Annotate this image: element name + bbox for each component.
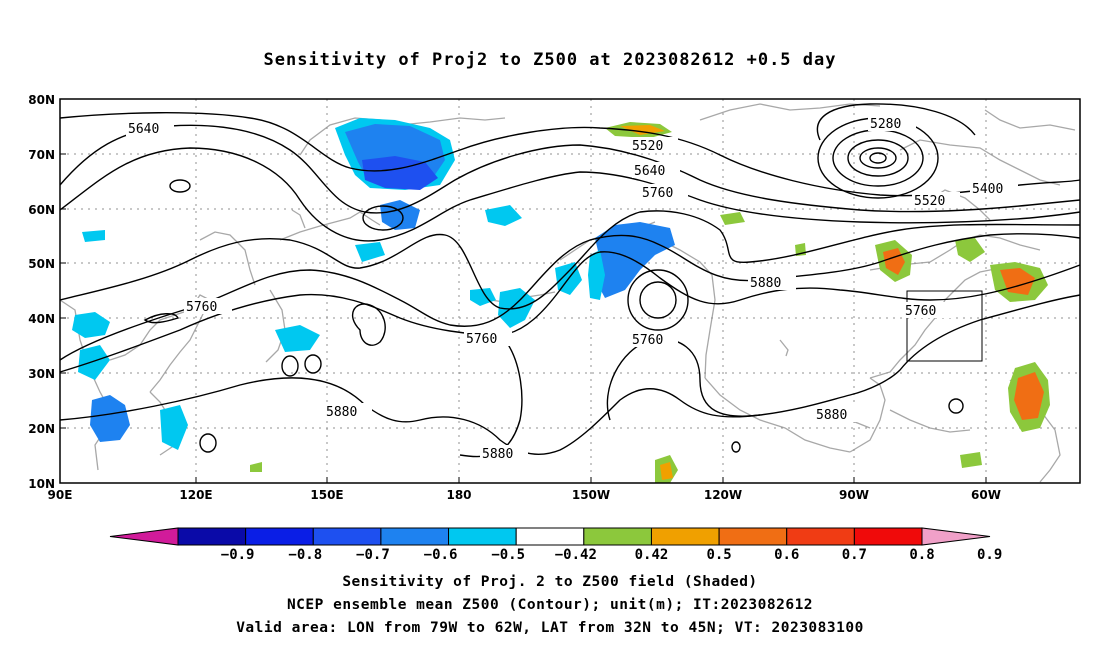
colorbar-tick-label: 0.42 — [635, 547, 669, 563]
map-panel: 5640 5520 5640 5760 5280 5400 5520 5760 … — [28, 93, 1081, 502]
colorbar: −0.9 −0.8 −0.7 −0.6 −0.5 −0.42 0.42 0.5 0.6 0.7 0.… — [109, 527, 1002, 563]
lat-label: 20N — [28, 422, 55, 436]
contour-label: 5760 — [905, 304, 936, 319]
contour-label: 5400 — [972, 182, 1003, 197]
positive-patch — [660, 462, 673, 480]
lat-label: 10N — [28, 477, 55, 491]
contour-label: 5880 — [482, 447, 513, 462]
positive-patch — [1014, 372, 1044, 420]
contour-label: 5760 — [186, 300, 217, 315]
colorbar-swatch — [786, 527, 855, 546]
contour-label: 5640 — [634, 164, 665, 179]
contour-label: 5880 — [326, 405, 357, 420]
colorbar-tick-label: −0.5 — [491, 547, 525, 563]
lon-label: 150E — [310, 488, 343, 502]
z500-contours — [59, 103, 1081, 458]
colorbar-swatch — [718, 527, 788, 546]
valid-area-box — [906, 290, 983, 362]
contour-label: 5640 — [128, 122, 159, 137]
map-frame — [59, 98, 1081, 484]
colorbar-tick-label: −0.8 — [288, 547, 322, 563]
negative-patch — [485, 205, 522, 226]
lon-label: 90W — [839, 488, 869, 502]
contour-label: 5880 — [750, 276, 781, 291]
lat-label: 50N — [28, 257, 55, 271]
lat-label: 70N — [28, 148, 55, 162]
contour-label: 5760 — [466, 332, 497, 347]
colorbar-swatch — [650, 527, 720, 546]
lon-label: 90E — [48, 488, 73, 502]
positive-patch — [955, 238, 985, 262]
contour-label: 5520 — [632, 139, 663, 154]
latitude-labels: 80N 70N 60N 50N 40N 30N 20N 10N — [28, 93, 55, 491]
contour-label: 5760 — [642, 186, 673, 201]
map-title: Sensitivity of Proj2 to Z500 at 20230826… — [263, 50, 837, 70]
contour-label: 5760 — [632, 333, 663, 348]
negative-patch — [78, 345, 110, 380]
lat-label: 80N — [28, 93, 55, 107]
contour-label: 5520 — [914, 194, 945, 209]
contour-label-group: 5640 5520 5640 5760 5280 5400 5520 5760 … — [126, 115, 1018, 462]
positive-patch — [960, 452, 982, 468]
longitude-labels: 90E 120E 150E 180 150W 120W 90W 60W — [48, 488, 1001, 502]
negative-patch — [82, 230, 105, 242]
colorbar-swatch — [853, 527, 923, 546]
lat-label: 30N — [28, 367, 55, 381]
colorbar-tick-label: −0.6 — [424, 547, 458, 563]
negative-patch — [90, 395, 130, 442]
negative-patch — [595, 222, 675, 298]
colorbar-tick-label: 0.7 — [842, 547, 867, 563]
colorbar-tick-label: 0.8 — [909, 547, 934, 563]
colorbar-swatch — [380, 527, 450, 546]
colorbar-swatch — [245, 527, 314, 546]
graticule — [60, 99, 1080, 483]
lon-label: 150W — [572, 488, 610, 502]
lon-label: 180 — [446, 488, 471, 502]
negative-patch — [362, 156, 438, 190]
colorbar-swatch — [448, 527, 517, 546]
colorbar-min-arrow — [109, 527, 179, 546]
contour-label: 5880 — [816, 408, 847, 423]
lon-label: 60W — [971, 488, 1001, 502]
colorbar-swatch — [583, 527, 652, 546]
colorbar-max-arrow — [921, 527, 991, 546]
colorbar-tick-label: 0.6 — [774, 547, 799, 563]
lat-label: 60N — [28, 203, 55, 217]
footer-line-2: NCEP ensemble mean Z500 (Contour); unit(… — [286, 597, 814, 613]
negative-patch — [160, 405, 188, 450]
positive-patch — [250, 462, 262, 472]
colorbar-swatch — [177, 527, 247, 546]
colorbar-tick-label: −0.9 — [221, 547, 255, 563]
negative-patch — [380, 200, 420, 230]
positive-patch — [720, 212, 745, 225]
negative-patch — [588, 250, 605, 300]
colorbar-tick-label: −0.7 — [356, 547, 390, 563]
colorbar-swatch — [312, 527, 382, 546]
colorbar-swatch — [515, 527, 585, 546]
colorbar-tick-label: 0.9 — [977, 547, 1002, 563]
footer-line-1: Sensitivity of Proj. 2 to Z500 field (Sh… — [342, 574, 758, 590]
colorbar-tick-label: −0.42 — [555, 547, 597, 563]
lat-label: 40N — [28, 312, 55, 326]
sensitivity-shading — [72, 118, 1050, 483]
negative-patch — [72, 312, 110, 338]
contour-label: 5280 — [870, 117, 901, 132]
footer-line-3: Valid area: LON from 79W to 62W, LAT fro… — [236, 620, 864, 636]
tick-marks — [60, 98, 987, 484]
lon-label: 120W — [704, 488, 742, 502]
negative-patch — [355, 242, 385, 262]
positive-patch — [620, 125, 665, 135]
negative-patch — [275, 325, 320, 352]
colorbar-tick-label: 0.5 — [706, 547, 731, 563]
lon-label: 120E — [179, 488, 212, 502]
